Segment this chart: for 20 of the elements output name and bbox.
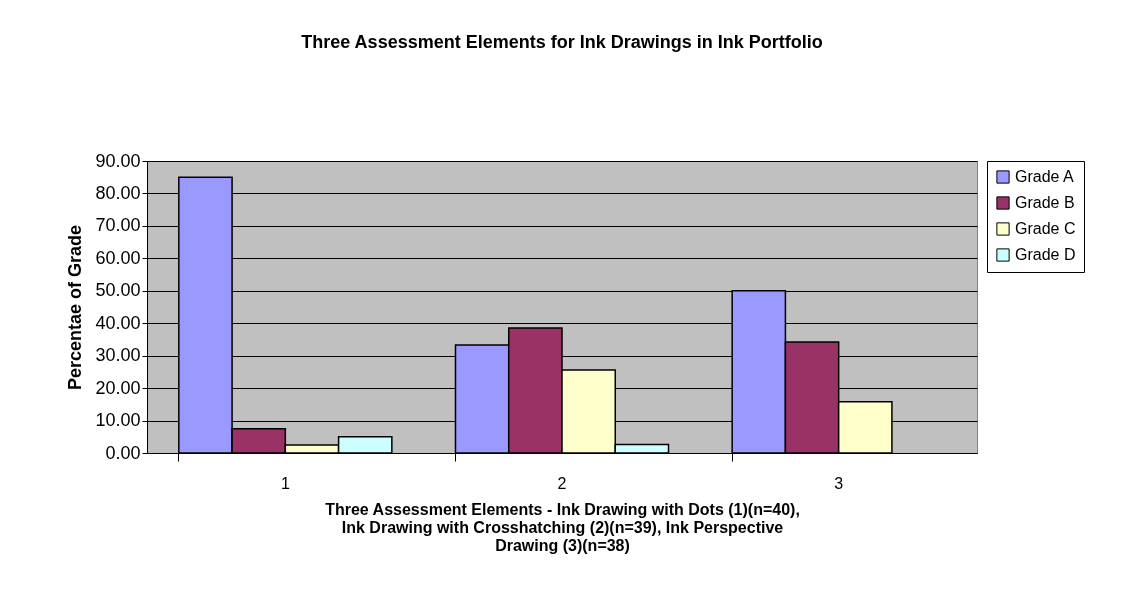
y-tick-label: 60.00 xyxy=(95,247,141,268)
x-tick-label: 3 xyxy=(834,474,844,492)
y-tick-label: 40.00 xyxy=(95,312,141,333)
legend-label: Grade B xyxy=(1015,194,1075,211)
chart-title: Three Assessment Elements for Ink Drawings in Ink Portfolio xyxy=(301,32,823,52)
y-axis-title: Percentae of Grade xyxy=(65,224,86,391)
legend-label: Grade C xyxy=(1015,220,1076,237)
y-tick-label: 10.00 xyxy=(95,410,141,431)
y-tick-label: 0.00 xyxy=(105,442,141,463)
x-axis-title: Three Assessment Elements - Ink Drawing with Dots (1)(n=40), Ink Drawing with Crosshatching (2)(n=39), Ink Perspective Drawing (3)(n=38) xyxy=(325,500,800,554)
y-tick-label: 70.00 xyxy=(95,215,141,236)
legend-label: Grade D xyxy=(1015,246,1076,263)
y-tick-label: 50.00 xyxy=(95,280,141,301)
x-tick-label: 2 xyxy=(557,474,567,492)
y-tick-label: 20.00 xyxy=(95,377,141,398)
y-tick-label: 30.00 xyxy=(95,345,141,366)
y-tick-label: 80.00 xyxy=(95,182,141,203)
legend-label: Grade A xyxy=(1015,168,1075,185)
x-tick-label: 1 xyxy=(280,474,290,492)
y-tick-label: 90.00 xyxy=(95,150,141,171)
